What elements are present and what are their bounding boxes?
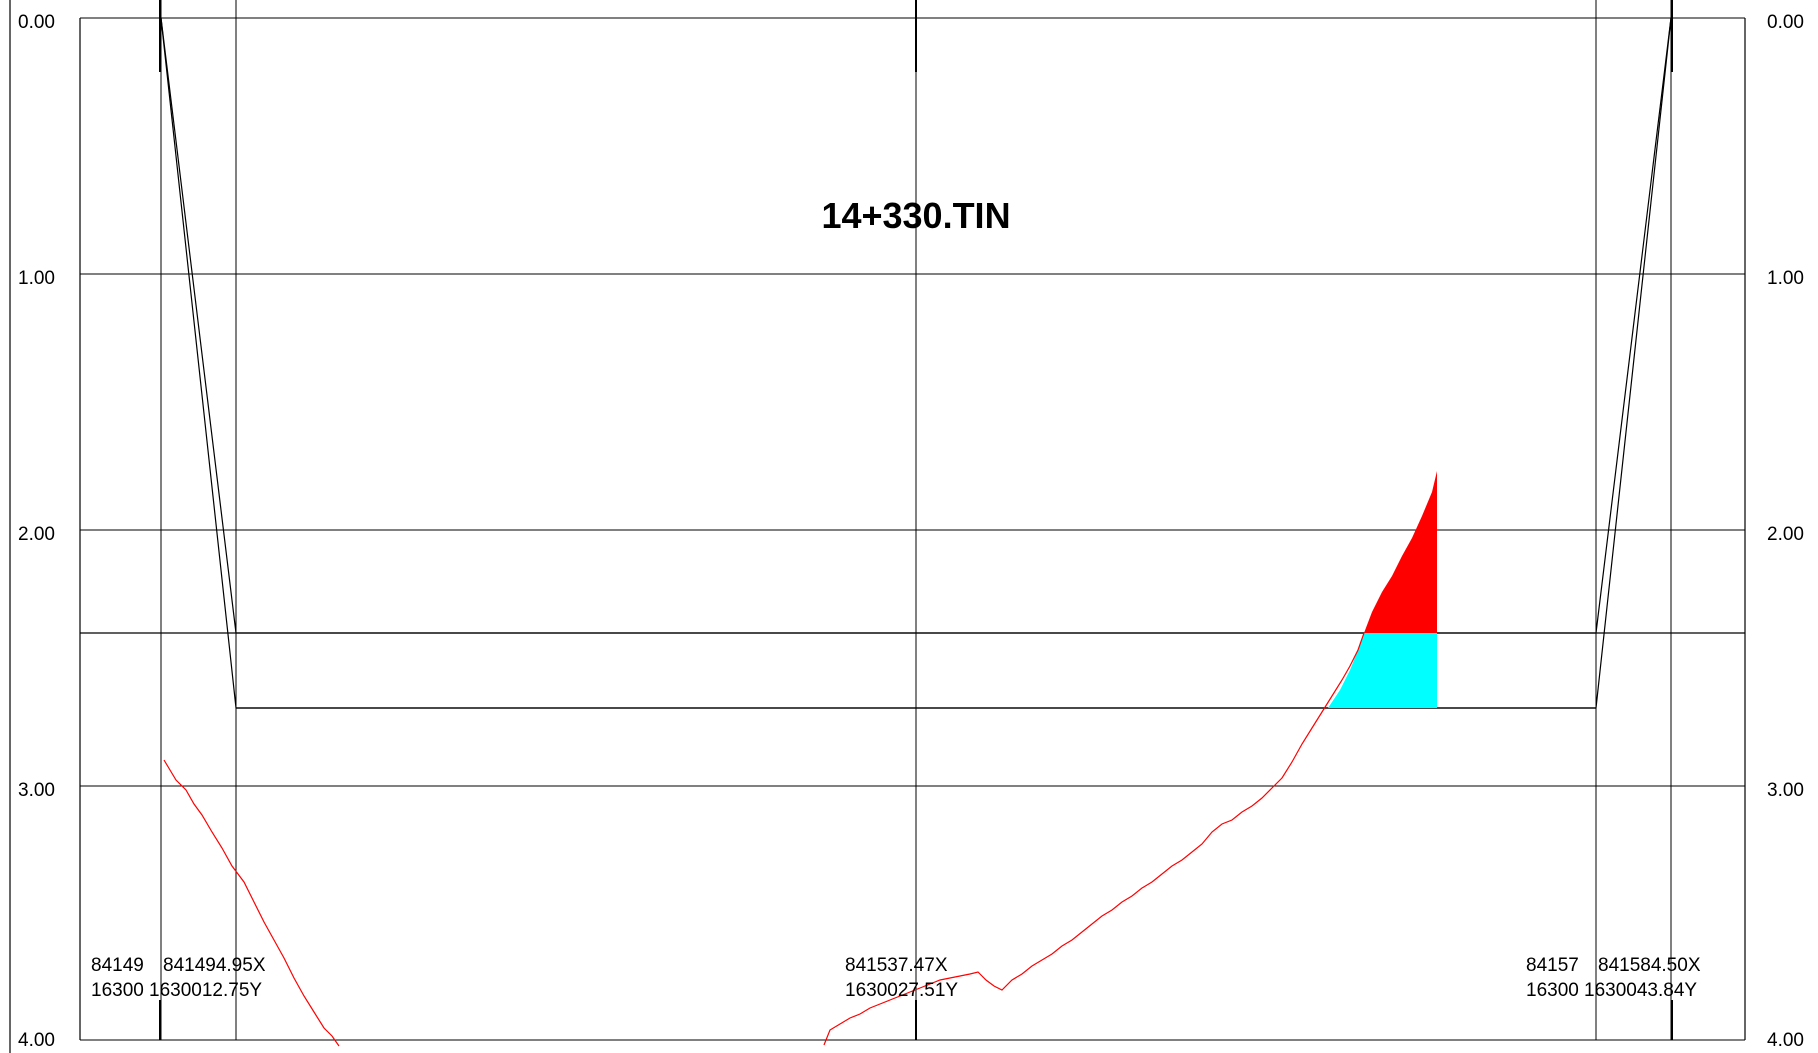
coord-right-y-truncated: 16300 [1526,980,1579,1001]
coord-right-x-truncated: 84157 [1526,955,1579,976]
coord-left-y-truncated: 16300 [91,980,144,1001]
coord-labels-center: 841537.47X 1630027.51Y [845,955,958,1001]
ground-line-right [823,632,1365,1046]
y-tick-left-4: 4.00 [18,1030,55,1051]
y-tick-right-3: 3.00 [1767,780,1804,801]
section-title: 14+330.TIN [821,195,1010,236]
y-tick-right-1: 1.00 [1767,268,1804,289]
y-tick-left-2: 2.00 [18,524,55,545]
frame [9,0,1746,1053]
design-template [80,17,1745,709]
coord-labels-right: 84157 841584.50X 16300 1630043.84Y [1526,955,1701,1001]
coord-left-y: 1630012.75Y [149,980,262,1001]
ground-line-left [163,759,340,1047]
cut-area [1328,633,1437,708]
y-tick-left-0: 0.00 [18,12,55,33]
y-tick-right-4: 4.00 [1767,1030,1804,1051]
coord-center-x: 841537.47X [845,955,948,976]
y-axis-right-labels: 0.00 1.00 2.00 3.00 4.00 [1767,12,1804,1051]
coord-left-x-truncated: 84149 [91,955,144,976]
coord-right-y: 1630043.84Y [1584,980,1697,1001]
y-tick-right-2: 2.00 [1767,524,1804,545]
coord-left-x: 841494.95X [163,955,266,976]
ground-lines [163,632,1365,1047]
y-axis-left-labels: 0.00 1.00 2.00 3.00 4.00 [18,12,55,1051]
y-tick-right-0: 0.00 [1767,12,1804,33]
station-lines [159,0,1673,1040]
fill-area [1364,471,1437,633]
coord-labels-left: 84149 841494.95X 16300 1630012.75Y [91,955,266,1001]
y-tick-left-3: 3.00 [18,780,55,801]
coord-right-x: 841584.50X [1598,955,1701,976]
y-tick-left-1: 1.00 [18,268,55,289]
coord-center-y: 1630027.51Y [845,980,958,1001]
grid-lines [80,17,1745,1041]
tick-marks [80,273,1745,787]
